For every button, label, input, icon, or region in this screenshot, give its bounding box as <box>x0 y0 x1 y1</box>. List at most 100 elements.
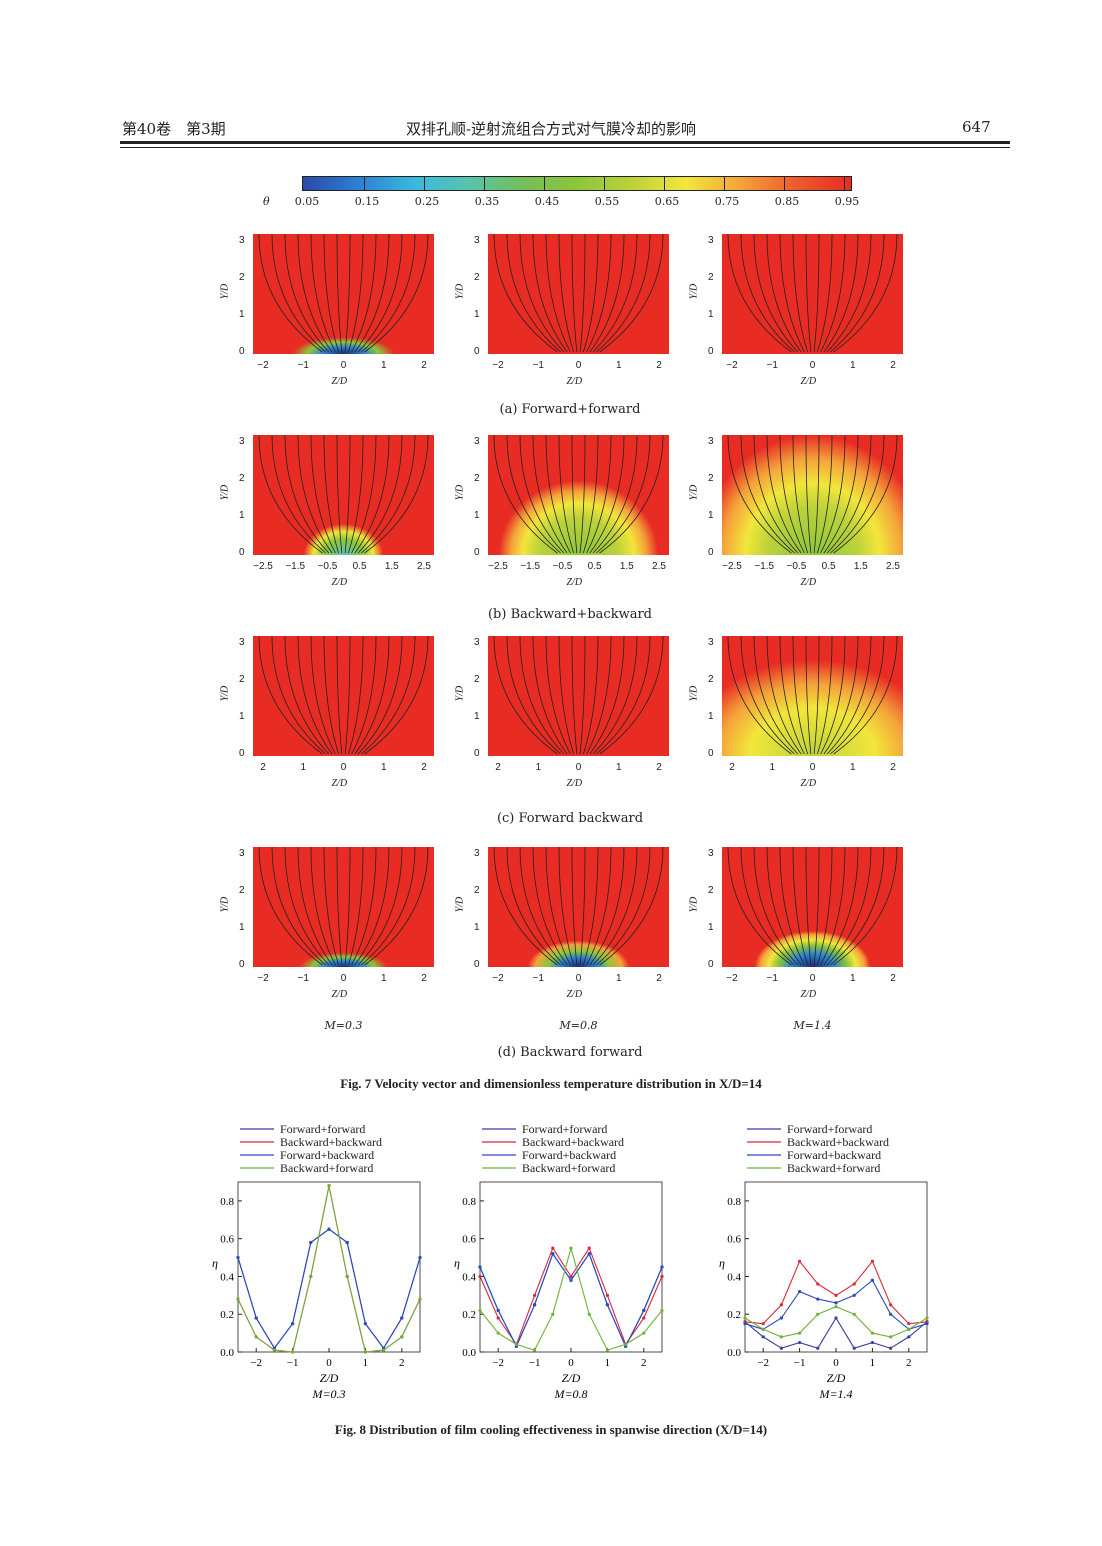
x-tick-label: −1.5 <box>285 561 306 572</box>
x-tick-label: 2 <box>656 973 662 984</box>
data-point <box>816 1312 820 1316</box>
y-tick-label: 0 <box>474 547 480 558</box>
x-tick-label: 2 <box>641 1357 647 1369</box>
data-point <box>907 1335 911 1339</box>
x-tick-label: 1 <box>615 762 622 773</box>
data-point <box>345 1274 349 1279</box>
data-point <box>642 1331 646 1335</box>
contour-panel <box>722 234 903 354</box>
data-point <box>870 1340 875 1345</box>
x-axis-label: Z/D <box>566 778 583 789</box>
x-tick-label: −1 <box>532 973 544 984</box>
colorbar-tick-label: 0.45 <box>534 195 560 208</box>
data-point <box>533 1348 537 1352</box>
data-point <box>327 1227 331 1231</box>
legend-entry: Forward+forward <box>522 1122 607 1136</box>
y-tick-label: 0.4 <box>220 1271 234 1283</box>
y-tick-label: 3 <box>474 235 480 246</box>
x-tick-label: 2 <box>890 762 896 773</box>
figure-8: Forward+forwardBackward+backwardForward+… <box>212 1122 929 1401</box>
y-tick-label: 1 <box>474 510 480 521</box>
y-tick-label: 0 <box>708 346 714 357</box>
data-point <box>272 1348 276 1352</box>
subfigure-caption: (b) Backward+backward <box>487 607 652 622</box>
y-axis-label: Y/D <box>454 484 466 501</box>
y-tick-label: 0.2 <box>462 1309 476 1321</box>
legend-entry: Forward+backward <box>522 1148 616 1162</box>
x-tick-label: −1.5 <box>520 561 541 572</box>
x-tick-label: −2 <box>492 1357 504 1369</box>
data-point <box>551 1312 555 1316</box>
data-point <box>743 1316 747 1320</box>
y-tick-label: 0 <box>239 748 245 759</box>
x-tick-label: 2 <box>890 360 896 371</box>
x-tick-label: 1 <box>849 360 856 371</box>
data-point <box>363 1350 367 1354</box>
data-point <box>478 1265 482 1269</box>
x-tick-label: −2 <box>257 360 269 371</box>
x-tick-label: −1 <box>532 360 544 371</box>
series-line <box>744 1260 928 1325</box>
y-tick-label: 0.0 <box>727 1347 741 1359</box>
data-point <box>761 1322 765 1326</box>
y-axis-label: Y/D <box>219 484 231 501</box>
journal-issue: 第40卷 第3期 <box>122 120 226 138</box>
x-tick-label: 0.5 <box>587 561 602 572</box>
x-axis-label: Z/D <box>331 376 348 387</box>
series-line <box>479 1246 663 1351</box>
data-point <box>605 1303 609 1307</box>
y-tick-label: 0 <box>708 748 714 759</box>
data-point <box>834 1316 838 1320</box>
figure-8-caption: Fig. 8 Distribution of film cooling effe… <box>334 1422 768 1437</box>
y-tick-label: 1 <box>239 711 245 722</box>
x-tick-label: 0 <box>575 360 582 371</box>
data-point <box>363 1322 367 1326</box>
streamlines <box>258 234 429 353</box>
data-point <box>400 1335 404 1339</box>
x-tick-label: 0 <box>575 762 582 773</box>
series-line <box>237 1228 421 1350</box>
data-point <box>852 1312 856 1316</box>
data-point <box>834 1293 838 1297</box>
x-tick-label: −1 <box>297 973 309 984</box>
legend-entry: Forward+forward <box>280 1122 365 1136</box>
data-point <box>660 1274 664 1279</box>
y-axis-label: Y/D <box>454 685 466 702</box>
series-line <box>479 1252 663 1348</box>
y-tick-label: 0.4 <box>727 1271 741 1283</box>
y-axis-label: η <box>719 1256 725 1270</box>
data-point <box>382 1348 386 1352</box>
x-tick-label: 2 <box>421 360 427 371</box>
data-point <box>309 1274 313 1279</box>
series-line <box>237 1185 421 1353</box>
y-axis-label: η <box>454 1256 460 1270</box>
streamlines <box>493 435 664 554</box>
x-tick-label: 1 <box>363 1357 369 1369</box>
y-tick-label: 0.8 <box>727 1196 741 1208</box>
legend-entry: Backward+forward <box>522 1161 615 1175</box>
legend-entry: Backward+backward <box>787 1135 889 1149</box>
contour-panel <box>722 435 903 555</box>
y-tick-label: 1 <box>474 309 480 320</box>
x-tick-label: 1 <box>380 762 387 773</box>
figure-7-caption: Fig. 7 Velocity vector and dimensionless… <box>340 1076 762 1091</box>
x-tick-label: 2 <box>260 762 266 773</box>
y-tick-label: 0.6 <box>220 1234 234 1246</box>
data-point <box>779 1346 784 1350</box>
data-point <box>551 1252 555 1256</box>
x-axis-label: Z/D <box>566 376 583 387</box>
x-tick-label: 1 <box>849 973 856 984</box>
data-point <box>779 1335 784 1339</box>
legend-entry: Backward+backward <box>280 1135 382 1149</box>
subfigure-caption: (c) Forward backward <box>496 811 644 826</box>
data-point <box>478 1308 482 1313</box>
y-tick-label: 2 <box>708 473 714 484</box>
x-axis-label: Z/D <box>800 376 817 387</box>
data-point <box>514 1342 518 1347</box>
x-tick-label: 2 <box>421 973 427 984</box>
x-tick-label: 1 <box>380 360 387 371</box>
x-tick-label: 0 <box>833 1357 839 1369</box>
data-point <box>478 1274 482 1279</box>
x-tick-label: −2.5 <box>722 561 742 572</box>
colorbar-tick-label: 0.05 <box>294 195 320 208</box>
